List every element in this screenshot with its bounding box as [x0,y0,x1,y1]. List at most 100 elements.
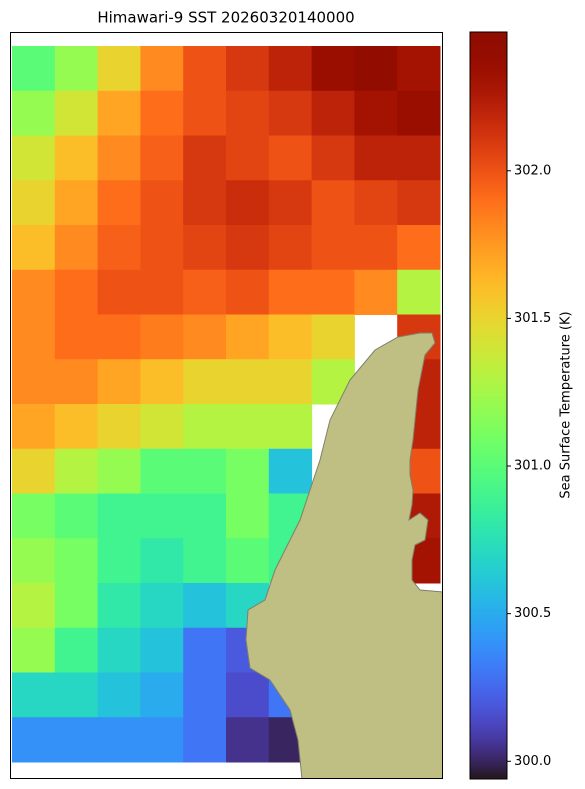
land [245,332,442,778]
sst-cell [140,538,184,584]
sst-cell [54,404,99,450]
sst-cell [183,359,227,405]
sst-cell [268,404,313,450]
sst-cell [311,135,355,181]
sst-cell [183,448,227,494]
colorbar-tick-label: 300.0 [514,754,551,769]
sst-cell [12,90,56,136]
sst-cell [97,314,141,360]
sst-cell [140,404,184,450]
sst-cell [140,314,184,360]
sst-cell [140,583,184,629]
sst-cell [226,314,270,360]
sst-cell [311,269,355,315]
sst-cell [183,225,227,271]
sst-cell [268,135,313,181]
sst-cell [54,538,99,584]
sst-cell [54,225,99,271]
sst-cell [183,404,227,450]
sst-cell [268,359,313,405]
sst-cell [183,135,227,181]
sst-cell [183,672,227,718]
sst-cell [183,717,227,763]
sst-cell [140,135,184,181]
sst-cell [268,314,313,360]
sst-cell [54,672,99,718]
sst-cell [226,46,270,92]
sst-cell [311,90,355,136]
sst-cell [97,717,141,763]
sst-cell [140,90,184,136]
sst-cell [268,225,313,271]
sst-cell [226,180,270,226]
sst-cell [97,493,141,539]
sst-cell [97,225,141,271]
sst-cell [97,404,141,450]
sst-cell [226,90,270,136]
colorbar-tick-label: 301.5 [514,311,551,326]
sst-cell [397,135,441,181]
sst-cell [226,359,270,405]
sst-cell [183,493,227,539]
sst-cell [226,538,270,584]
sst-cell [397,90,441,136]
sst-cell [226,404,270,450]
sst-cell [12,314,56,360]
sst-cell [354,269,398,315]
sst-cell [311,180,355,226]
sst-cell [140,225,184,271]
sst-cell [354,135,398,181]
sst-cell [54,90,99,136]
sst-cell [12,672,56,718]
sst-cell [12,493,56,539]
sst-cell [140,672,184,718]
colorbar-label: Sea Surface Temperature (K) [559,311,574,498]
sst-cell [354,46,398,92]
chart-title: Himawari-9 SST 20260320140000 [97,9,354,27]
sst-cell [140,269,184,315]
sst-cell [54,135,99,181]
sst-cell [97,538,141,584]
sst-cell [397,180,441,226]
sst-cell [311,46,355,92]
sst-cell [97,135,141,181]
sst-cell [183,90,227,136]
sst-cell [97,46,141,92]
sst-cell [183,538,227,584]
sst-cell [12,225,56,271]
colorbar [469,31,508,780]
sst-cell [97,672,141,718]
sst-cell [12,180,56,226]
sst-cell [140,627,184,673]
sst-cell [97,627,141,673]
sst-cell [226,448,270,494]
sst-cell [226,717,270,763]
sst-cell [268,46,313,92]
sst-cell [311,225,355,271]
sst-cell [97,269,141,315]
sst-cell [354,180,398,226]
map-frame [10,32,443,779]
sst-cell [183,627,227,673]
sst-cell [12,538,56,584]
sst-cell [54,269,99,315]
sst-cell [54,448,99,494]
sst-cell [54,314,99,360]
sst-cell [183,46,227,92]
sst-cell [12,583,56,629]
colorbar-tick-label: 302.0 [514,163,551,178]
sst-cell [268,448,313,494]
sst-cell [183,583,227,629]
sst-cell [12,627,56,673]
sst-cell [12,717,56,763]
sst-cell [140,180,184,226]
sst-cell [397,225,441,271]
sst-cell [140,717,184,763]
colorbar-tick-label: 301.0 [514,459,551,474]
sst-cell [12,46,56,92]
sst-cell [397,269,441,315]
sst-cell [140,359,184,405]
sst-cell [54,46,99,92]
sst-cell [226,269,270,315]
sst-cell [226,493,270,539]
